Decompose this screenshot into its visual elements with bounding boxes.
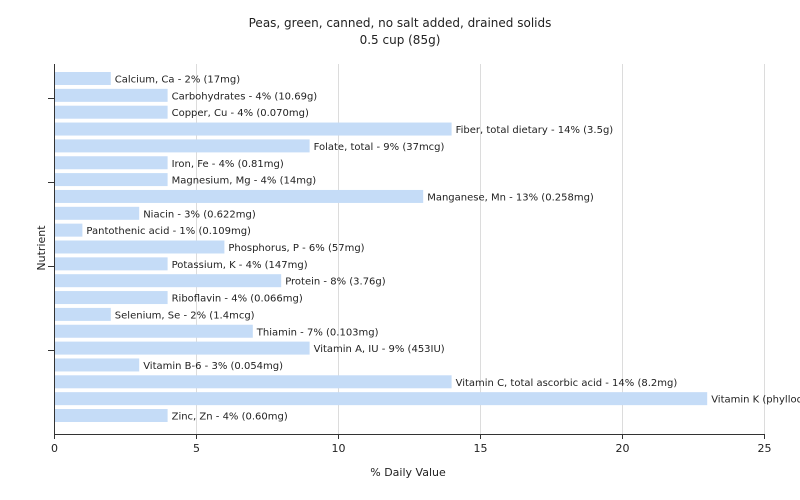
bar	[55, 375, 452, 389]
bar-label: Selenium, Se - 2% (1.4mcg)	[115, 310, 255, 321]
bar-label: Calcium, Ca - 2% (17mg)	[115, 75, 240, 86]
bar	[55, 72, 111, 85]
bar	[55, 173, 168, 187]
bar	[55, 189, 424, 203]
y-axis-title: Nutrient	[35, 225, 48, 271]
bar	[55, 240, 225, 254]
bar-label: Vitamin A, IU - 9% (453IU)	[314, 344, 445, 355]
bar-label: Copper, Cu - 4% (0.070mg)	[172, 108, 309, 119]
bar-label: Niacin - 3% (0.622mg)	[143, 209, 256, 220]
axes: 0 5 10 15 20 25	[48, 64, 772, 455]
bar	[55, 358, 140, 372]
bar	[55, 206, 140, 220]
bar-label: Vitamin C, total ascorbic acid - 14% (8.…	[456, 378, 678, 389]
bar	[55, 257, 168, 271]
bar	[55, 88, 168, 102]
bar-labels: Calcium, Ca - 2% (17mg) Carbohydrates - 4…	[86, 75, 800, 423]
bars	[55, 72, 708, 422]
bar	[55, 105, 168, 119]
bar-label: Phosphorus, P - 6% (57mg)	[228, 243, 364, 254]
bar-label: Magnesium, Mg - 4% (14mg)	[172, 176, 317, 187]
bar	[55, 392, 708, 406]
bar-label: Potassium, K - 4% (147mg)	[172, 260, 308, 271]
bar	[55, 409, 168, 422]
bar	[55, 307, 111, 321]
bar	[55, 324, 253, 338]
bar-label: Vitamin B-6 - 3% (0.054mg)	[143, 361, 283, 372]
bar-label: Riboflavin - 4% (0.066mg)	[172, 294, 303, 305]
bar	[55, 223, 83, 237]
x-tick-label: 10	[332, 442, 346, 455]
bar	[55, 291, 168, 305]
bar-label: Zinc, Zn - 4% (0.60mg)	[172, 412, 288, 423]
bar-label: Folate, total - 9% (37mcg)	[314, 142, 445, 153]
bar-label: Vitamin K (phylloquinone) - 23% (18.2mcg…	[711, 395, 800, 406]
x-tick-label: 25	[758, 442, 772, 455]
x-axis-title: % Daily Value	[370, 466, 446, 479]
x-tick-label: 0	[51, 442, 58, 455]
bar	[55, 274, 282, 288]
bar-label: Iron, Fe - 4% (0.81mg)	[172, 159, 284, 170]
x-tick-label: 20	[616, 442, 630, 455]
bar-label: Thiamin - 7% (0.103mg)	[256, 327, 379, 338]
x-tick-label: 5	[193, 442, 200, 455]
bar	[55, 122, 452, 136]
bar-label: Manganese, Mn - 13% (0.258mg)	[427, 192, 594, 203]
bar-label: Fiber, total dietary - 14% (3.5g)	[456, 125, 614, 136]
x-tick-label: 15	[474, 442, 488, 455]
bar-label: Pantothenic acid - 1% (0.109mg)	[86, 226, 251, 237]
chart-subtitle: 0.5 cup (85g)	[360, 33, 441, 47]
chart-title: Peas, green, canned, no salt added, drai…	[249, 16, 552, 30]
bar	[55, 139, 310, 153]
bar-label: Protein - 8% (3.76g)	[285, 277, 386, 288]
bar	[55, 156, 168, 170]
bar	[55, 341, 310, 355]
bar-label: Carbohydrates - 4% (10.69g)	[172, 91, 318, 102]
